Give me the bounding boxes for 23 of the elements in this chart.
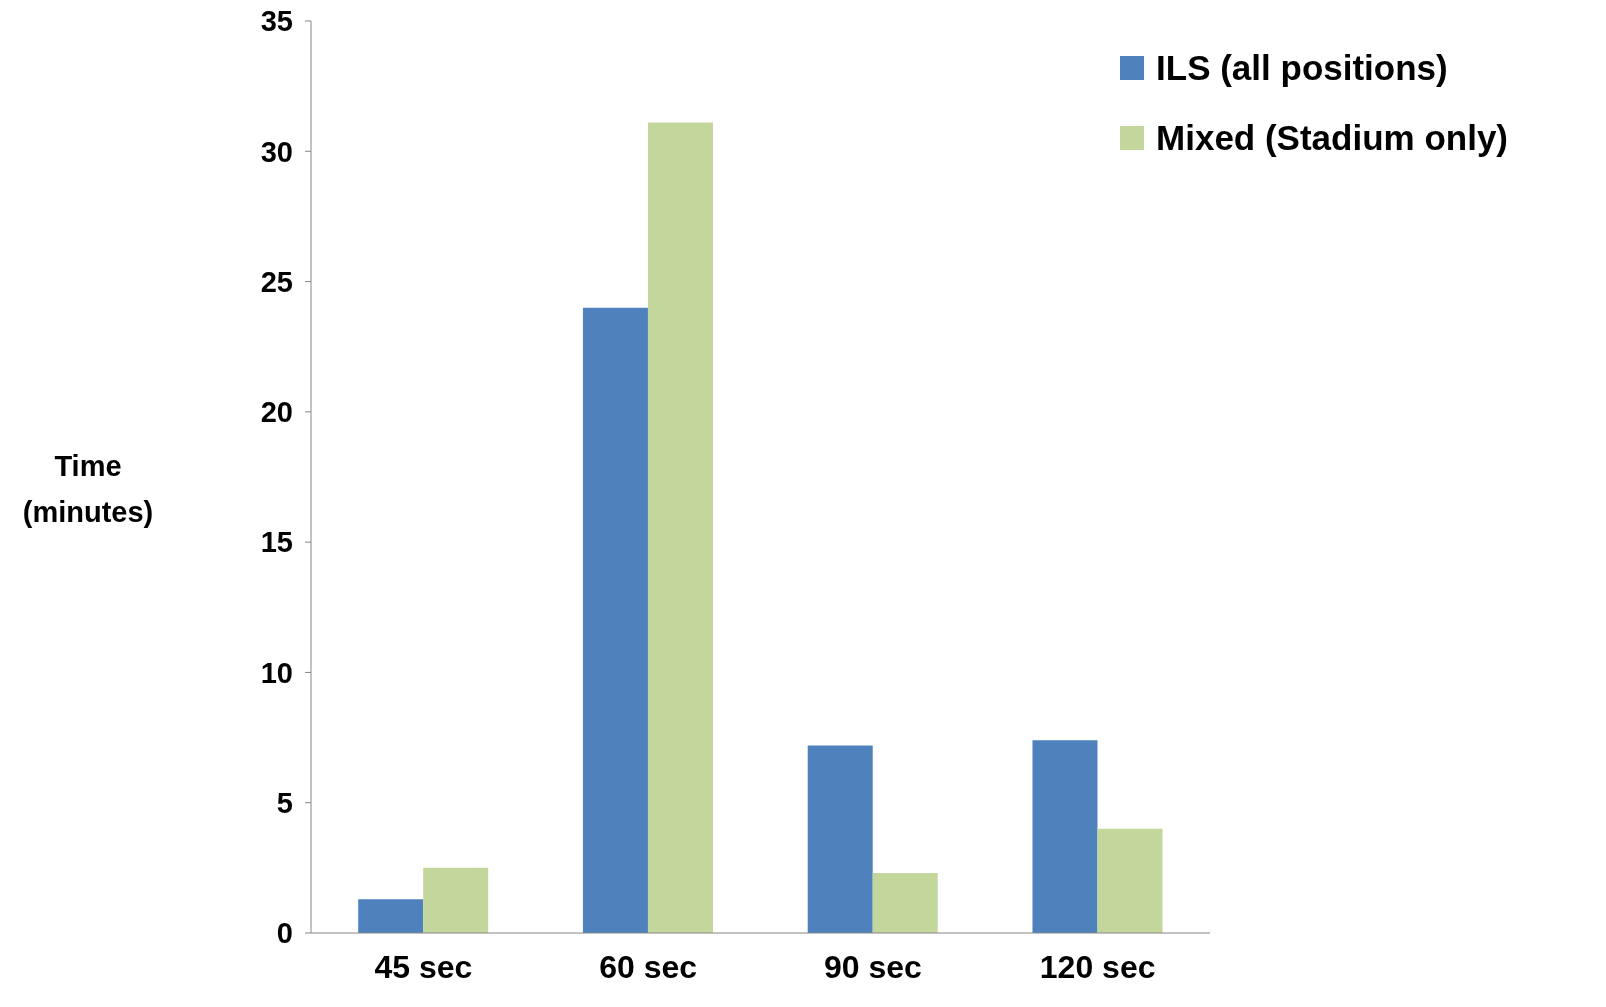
bar [807,745,873,933]
y-tick-label: 25 [260,265,293,298]
y-tick-label: 10 [260,656,293,689]
bar [1097,828,1163,933]
bar [872,873,938,933]
bar [647,122,713,933]
x-tick-label: 60 sec [599,948,698,985]
y-tick-label: 20 [260,396,293,429]
y-tick-label: 0 [276,917,293,950]
y-tick-label: 15 [260,526,293,559]
legend-label: Mixed (Stadium only) [1156,118,1508,158]
x-tick-label: 45 sec [374,948,473,985]
x-tick-label: 90 sec [823,948,922,985]
y-tick-label: 5 [276,787,293,820]
x-tick-label: 120 sec [1039,948,1156,985]
bar [582,307,648,933]
bar [358,899,424,933]
bar [1032,740,1098,933]
y-tick-label: 35 [260,5,293,38]
y-axis-title: Time (minutes) [21,449,155,530]
bar [423,867,489,933]
y-tick-label: 30 [260,135,293,168]
legend-label: ILS (all positions) [1156,48,1448,88]
